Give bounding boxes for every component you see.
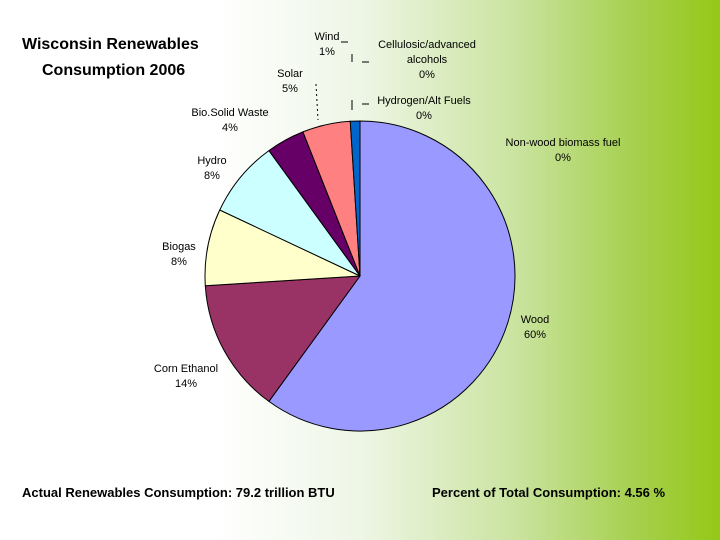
pie-slice-wood	[268, 120, 516, 432]
slice-label-wood: Wood 60%	[521, 314, 550, 341]
slice-label-bio-solid-waste: Bio.Solid Waste 4%	[191, 107, 268, 134]
chart-title-line-2: Consumption 2006	[42, 62, 186, 79]
slice-label-non-wood-biomass-fuel: Non-wood biomass fuel 0%	[506, 137, 621, 164]
slice-label-biogas: Biogas 8%	[162, 241, 196, 268]
leader-line-solar	[315, 83, 319, 121]
footer-percent-total: Percent of Total Consumption: 4.56 %	[432, 485, 666, 500]
slice-label-hydro: Hydro 8%	[197, 155, 226, 182]
slice-label-corn-ethanol: Corn Ethanol 14%	[154, 363, 218, 390]
footer-consumption-total: Actual Renewables Consumption: 79.2 tril…	[22, 485, 335, 500]
chart-title-line-1: Wisconsin Renewables	[22, 36, 199, 53]
pie-slice-wind	[349, 120, 361, 277]
slice-label-wind: Wind 1%	[314, 31, 339, 58]
slice-label-cellulosic-advanced-alcohols: Cellulosic/advanced alcohols 0%	[378, 39, 476, 81]
pie-slice-corn-ethanol	[204, 275, 362, 403]
slice-label-hydrogen-alt-fuels: Hydrogen/Alt Fuels 0%	[377, 95, 471, 122]
slice-label-solar: Solar 5%	[277, 68, 303, 95]
leader-line-hydrogen-alt-fuels	[351, 100, 369, 110]
leader-line-cellulosic-advanced-alcohols	[351, 54, 369, 63]
